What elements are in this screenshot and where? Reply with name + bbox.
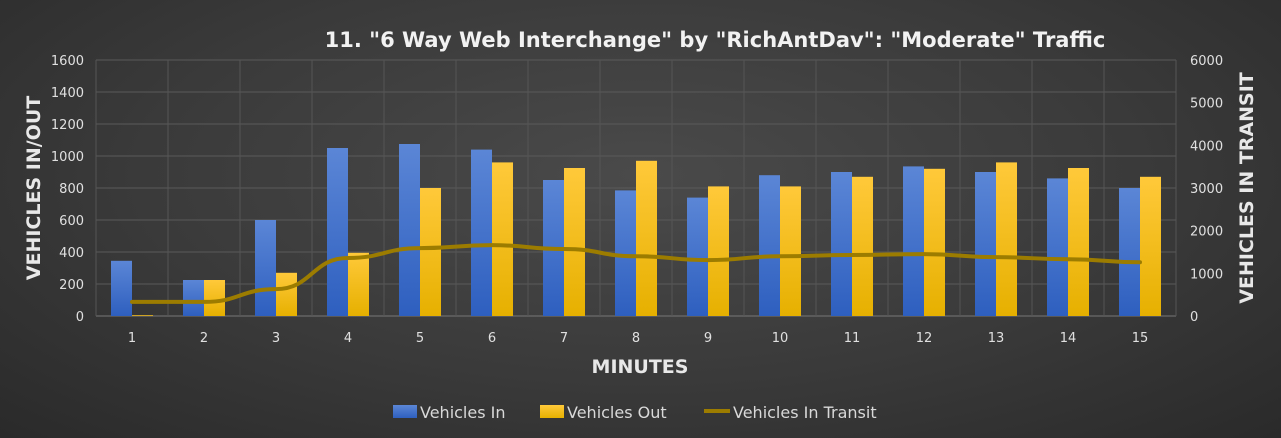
bar-vehicles-out — [1068, 168, 1089, 316]
y-tick-label: 800 — [59, 182, 84, 197]
bar-vehicles-in — [1119, 188, 1140, 316]
legend-swatch-in — [393, 405, 417, 418]
y2-axis-label: VEHICLES IN TRANSIT — [1236, 72, 1258, 304]
bar-vehicles-out — [852, 176, 873, 316]
bar-vehicles-out — [420, 188, 441, 316]
x-tick-label: 10 — [772, 331, 789, 346]
y-tick-label: 1200 — [51, 118, 84, 133]
bar-vehicles-in — [255, 220, 276, 316]
bar-vehicles-in — [759, 175, 780, 316]
y-tick-label: 400 — [59, 246, 84, 261]
legend-swatch-out — [540, 405, 564, 418]
y-tick-label: 200 — [59, 278, 84, 293]
x-tick-label: 3 — [272, 331, 280, 346]
y-tick-label: 600 — [59, 214, 84, 229]
bar-vehicles-out — [132, 315, 153, 316]
bar-vehicles-in — [903, 166, 924, 316]
bar-vehicles-in — [615, 190, 636, 316]
x-tick-label: 7 — [560, 331, 568, 346]
bar-vehicles-out — [348, 252, 369, 316]
bar-vehicles-in — [327, 148, 348, 316]
x-axis-label: MINUTES — [592, 356, 689, 378]
x-tick-label: 1 — [128, 331, 136, 346]
bar-vehicles-out — [492, 162, 513, 316]
x-tick-label: 14 — [1060, 331, 1077, 346]
x-tick-label: 8 — [632, 331, 640, 346]
x-axis-ticks: 1 2 3 4 5 6 7 8 9 10 11 12 13 14 15 — [128, 331, 1148, 346]
bar-vehicles-out — [708, 186, 729, 316]
y-axis-ticks: 0 200 400 600 800 1000 1200 1400 1600 — [51, 54, 84, 325]
bar-vehicles-out — [1140, 176, 1161, 316]
x-tick-label: 11 — [844, 331, 861, 346]
legend-label-out: Vehicles Out — [567, 403, 667, 422]
bar-vehicles-out — [780, 186, 801, 316]
line-vehicles-in-transit — [130, 243, 1142, 304]
y2-tick-label: 0 — [1190, 310, 1198, 325]
x-tick-label: 12 — [916, 331, 933, 346]
y2-tick-label: 6000 — [1190, 54, 1223, 69]
y2-tick-label: 3000 — [1190, 182, 1223, 197]
y2-tick-label: 4000 — [1190, 139, 1223, 154]
bar-vehicles-in — [183, 280, 204, 316]
y2-tick-label: 2000 — [1190, 225, 1223, 240]
x-tick-label: 9 — [704, 331, 712, 346]
y-axis-label: VEHICLES IN/OUT — [23, 96, 45, 280]
bar-vehicles-out — [636, 160, 657, 316]
bar-vehicles-out — [996, 162, 1017, 316]
x-tick-label: 13 — [988, 331, 1005, 346]
bar-vehicles-in — [111, 260, 132, 316]
y-tick-label: 1600 — [51, 54, 84, 69]
bar-vehicles-in — [831, 172, 852, 316]
transit-line — [130, 243, 1142, 304]
y2-tick-label: 5000 — [1190, 97, 1223, 112]
y-tick-label: 1400 — [51, 86, 84, 101]
bar-vehicles-in — [399, 144, 420, 316]
bar-vehicles-in — [1047, 178, 1068, 316]
bars — [111, 144, 1161, 316]
bar-vehicles-out — [924, 168, 945, 316]
x-tick-label: 15 — [1132, 331, 1149, 346]
bar-vehicles-in — [975, 172, 996, 316]
bar-vehicles-out — [204, 280, 225, 316]
y-tick-label: 0 — [76, 310, 84, 325]
bar-vehicles-in — [471, 149, 492, 316]
x-tick-label: 4 — [344, 331, 352, 346]
bar-vehicles-out — [276, 272, 297, 316]
bar-vehicles-out — [564, 168, 585, 316]
y-tick-label: 1000 — [51, 150, 84, 165]
legend: Vehicles In Vehicles Out Vehicles In Tra… — [393, 403, 877, 422]
y2-tick-label: 1000 — [1190, 267, 1223, 282]
bar-vehicles-in — [687, 197, 708, 316]
legend-label-transit: Vehicles In Transit — [733, 403, 877, 422]
legend-label-in: Vehicles In — [420, 403, 506, 422]
x-tick-label: 2 — [200, 331, 208, 346]
x-tick-label: 5 — [416, 331, 424, 346]
y2-axis-ticks: 0 1000 2000 3000 4000 5000 6000 — [1190, 54, 1223, 325]
x-tick-label: 6 — [488, 331, 496, 346]
chart-title: 11. "6 Way Web Interchange" by "RichAntD… — [325, 28, 1106, 52]
